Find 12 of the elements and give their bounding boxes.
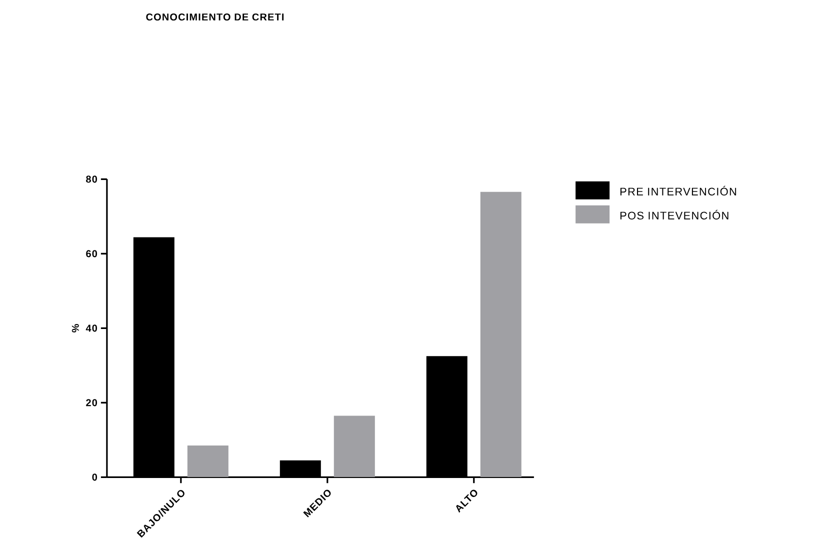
y-tick-label: 20 bbox=[86, 399, 98, 406]
y-axis-title: % bbox=[72, 324, 79, 332]
chart-title: CONOCIMIENTO DE CRETI bbox=[146, 13, 284, 21]
y-tick-label: 0 bbox=[92, 474, 98, 481]
y-tick-label: 40 bbox=[86, 324, 98, 332]
y-tick-label: 80 bbox=[86, 176, 98, 183]
bar bbox=[334, 416, 375, 478]
legend-label: POS INTEVENCIÓN bbox=[620, 210, 728, 220]
legend-label: PRE INTERVENCIÓN bbox=[620, 186, 736, 196]
y-tick-label: 60 bbox=[86, 250, 98, 258]
bar bbox=[480, 192, 522, 478]
bar bbox=[187, 446, 228, 478]
